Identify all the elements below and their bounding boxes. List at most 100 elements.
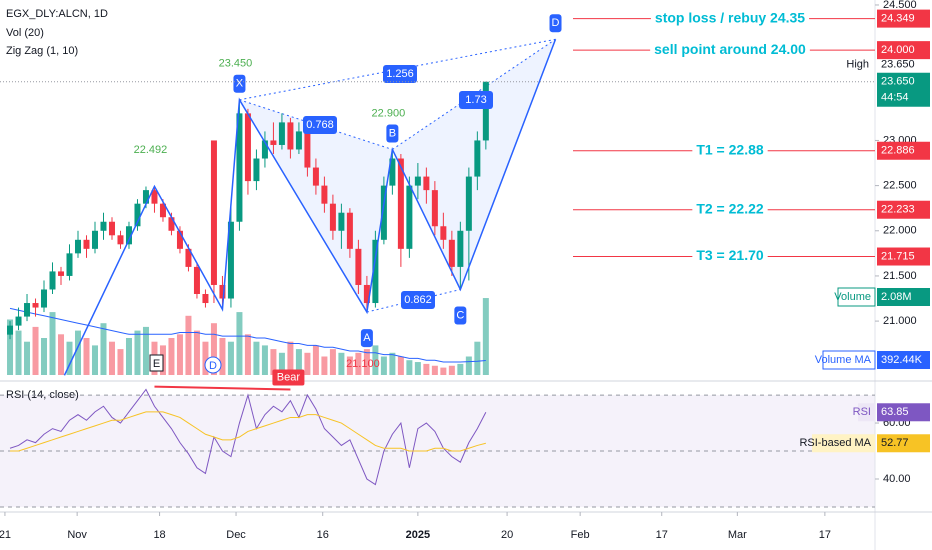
pattern-letter: C — [456, 309, 464, 321]
legend-tag — [812, 434, 875, 453]
volume-bar — [414, 362, 421, 375]
volume-bar — [482, 298, 489, 375]
candle-body — [66, 253, 73, 276]
level-label-bg — [692, 247, 768, 266]
level-label-bg — [692, 200, 768, 219]
legend-tag — [837, 287, 876, 307]
candle-body — [270, 140, 277, 145]
candle-body — [397, 158, 404, 249]
x-tick-label: 17 — [819, 529, 831, 541]
price-tag — [877, 141, 930, 160]
candle-body — [261, 140, 268, 159]
legend-tag — [858, 403, 875, 422]
candle-body — [7, 325, 14, 335]
volume-bar — [261, 345, 268, 375]
candle-body — [338, 212, 345, 231]
volume-ma-line — [9, 307, 486, 363]
candle-body — [329, 203, 336, 231]
price-tag — [877, 41, 930, 60]
candle-body — [465, 176, 472, 231]
divergence-line — [154, 385, 291, 391]
y-tick-label: 24.500 — [883, 0, 917, 11]
candle-body — [287, 122, 294, 150]
pattern-letter: A — [363, 332, 371, 344]
volume-bar — [219, 338, 226, 375]
countdown: 44:54 — [881, 92, 909, 104]
candle-body — [414, 176, 421, 186]
x-tick-label: Mar — [728, 529, 747, 541]
candle-body — [474, 140, 481, 177]
price-tag — [877, 72, 930, 107]
ratio-box — [459, 91, 493, 109]
x-tick-label: 16 — [317, 529, 329, 541]
candle-body — [372, 239, 379, 304]
volume-bar — [7, 319, 14, 375]
volume-bar — [227, 341, 234, 375]
volume-bar — [423, 363, 430, 375]
pattern-point — [233, 74, 246, 93]
price-tag — [877, 403, 930, 422]
x-tick-label: Feb — [571, 529, 590, 541]
rsi-legend-name: RSI — [853, 406, 871, 418]
volume-bar — [100, 323, 107, 375]
candle-body — [125, 226, 132, 245]
pattern-dotted — [366, 288, 461, 313]
volume-bar — [244, 334, 251, 375]
candle-body — [91, 230, 98, 249]
volume-bar — [448, 365, 455, 375]
level-label: sell point around 24.00 — [654, 41, 806, 57]
price-tag-label: 21.715 — [881, 250, 915, 262]
candle-body — [244, 113, 251, 182]
zigzag-line — [63, 39, 557, 376]
ratio-box — [383, 65, 417, 83]
pattern-fill — [392, 39, 556, 290]
zigzag-label: 21.100 — [346, 358, 380, 370]
candle-body — [482, 81, 489, 141]
pattern-letter: X — [236, 78, 244, 90]
candle-body — [448, 239, 455, 267]
x-tick-label: Nov — [67, 529, 87, 541]
y-tick-label: 40.00 — [883, 473, 911, 485]
level-label: T1 = 22.88 — [696, 141, 764, 157]
candle-body — [176, 230, 183, 249]
pattern-point — [360, 329, 373, 348]
rsi-line — [9, 388, 487, 486]
volume-bar — [210, 323, 217, 375]
indicator-label: Vol (20) — [6, 27, 44, 39]
legend-tag-name: Volume — [834, 291, 871, 303]
candle-body — [100, 221, 107, 231]
pattern-point — [454, 306, 467, 325]
candle-body — [304, 131, 311, 168]
volume-bar — [66, 341, 73, 375]
volume-bar — [380, 356, 387, 375]
volume-bar — [457, 363, 464, 375]
volume-bar — [125, 338, 132, 375]
candle-body — [117, 235, 124, 245]
volume-bar — [278, 352, 285, 375]
volume-bar — [295, 349, 302, 375]
pattern-letter: D — [552, 17, 560, 29]
volume-bar — [321, 356, 328, 375]
candle-body — [389, 158, 396, 186]
zigzag-label: 22.900 — [372, 107, 406, 119]
candle-body — [253, 158, 260, 182]
candle-body — [58, 271, 65, 276]
volume-bar — [185, 315, 192, 375]
volume-bar — [431, 365, 438, 375]
event-marker — [204, 356, 222, 374]
volume-bar — [75, 330, 82, 375]
volume-bar — [168, 338, 175, 375]
price-tag-label: 22.233 — [881, 204, 915, 216]
ratio-label: 1.73 — [465, 94, 486, 106]
level-label-bg — [650, 41, 810, 60]
y-tick-label: 21.500 — [883, 270, 917, 282]
volume-bar — [108, 341, 115, 375]
volume-bar — [346, 356, 353, 375]
candle-body — [15, 316, 22, 326]
price-tag — [877, 288, 930, 306]
candle-body — [185, 248, 192, 267]
candle-body — [83, 239, 90, 249]
level-label: T2 = 22.22 — [696, 200, 764, 216]
x-tick-label: 21 — [0, 529, 11, 541]
price-tag — [877, 200, 930, 219]
